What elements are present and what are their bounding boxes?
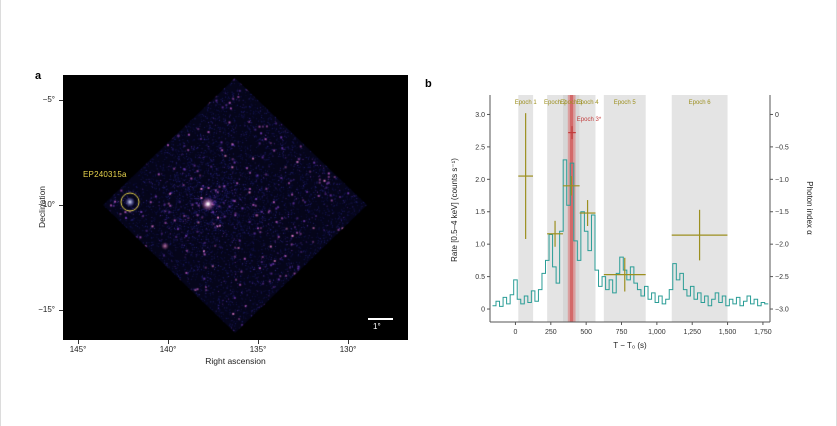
- time-tick-label: 0: [514, 329, 518, 336]
- lightcurve-line: [492, 159, 769, 307]
- photon-index-tick-label: −2.0: [775, 242, 789, 249]
- scale-bar-label: 1°: [373, 322, 381, 331]
- panel-a-x-tick-label: 140°: [159, 345, 177, 354]
- time-axis-label: T − T₀ (s): [613, 341, 647, 350]
- lightcurve-plot: Rate [0.5–4 keV] (counts s⁻¹) Photon ind…: [450, 95, 814, 350]
- photon-index-tick-label: −3.0: [775, 307, 789, 314]
- photon-index-tick-label: −1.5: [775, 209, 789, 216]
- panel-a-y-tick-mark: [59, 310, 63, 311]
- epoch-band: [671, 95, 728, 322]
- epoch-label: Epoch 3: [560, 100, 583, 106]
- panel-a-y-tick-mark: [59, 100, 63, 101]
- panel-b-letter: b: [425, 78, 432, 90]
- epoch-label: Epoch 4: [577, 100, 600, 106]
- photon-index-tick-label: 0: [775, 112, 779, 119]
- panel-a-y-tick-label: −15°: [38, 305, 55, 314]
- photon-index-tick-label: −2.5: [775, 274, 789, 281]
- panel-b: b Rate [0.5–4 keV] (counts s⁻¹) Photon i…: [425, 70, 830, 380]
- panel-a: a EP240315a 1° Declination Right ascensi…: [35, 60, 425, 390]
- xray-image-canvas: [63, 75, 408, 340]
- rate-tick-label: 0: [481, 307, 485, 314]
- epoch-label: Epoch 2: [544, 100, 567, 106]
- panel-a-x-tick-mark: [78, 340, 79, 344]
- time-tick-label: 1,750: [754, 329, 772, 336]
- epoch-label: Epoch 5: [614, 100, 637, 106]
- panel-a-x-tick-mark: [348, 340, 349, 344]
- rate-axis-label: Rate [0.5–4 keV] (counts s⁻¹): [450, 158, 459, 262]
- time-tick-label: 1,000: [648, 329, 666, 336]
- panel-a-x-tick-mark: [258, 340, 259, 344]
- epoch3-star-band-core: [569, 95, 574, 322]
- rate-tick-label: 2.0: [475, 177, 485, 184]
- epoch-band: [547, 95, 563, 322]
- rate-tick-label: 3.0: [475, 112, 485, 119]
- time-tick-label: 250: [545, 329, 557, 336]
- photon-index-tick-label: −1.0: [775, 177, 789, 184]
- photon-index-tick-label: −0.5: [775, 144, 789, 151]
- rate-tick-label: 1.0: [475, 242, 485, 249]
- epoch-label: Epoch 6: [689, 100, 712, 106]
- epoch3-star-label: Epoch 3*: [577, 117, 602, 123]
- photon-index-axis-label: Photon index α: [805, 181, 814, 235]
- panel-a-x-tick-mark: [168, 340, 169, 344]
- panel-a-x-tick-label: 135°: [249, 345, 267, 354]
- rate-tick-label: 2.5: [475, 144, 485, 151]
- time-tick-label: 750: [616, 329, 628, 336]
- source-label: EP240315a: [83, 170, 127, 179]
- rate-tick-label: 0.5: [475, 274, 485, 281]
- time-tick-label: 500: [580, 329, 592, 336]
- scale-bar: [368, 318, 393, 320]
- panel-a-y-tick-mark: [59, 205, 63, 206]
- panel-a-y-tick-label: −10°: [38, 200, 55, 209]
- epoch-label: Epoch 1: [515, 100, 538, 106]
- time-tick-label: 1,500: [719, 329, 737, 336]
- panel-a-letter: a: [35, 70, 42, 82]
- panel-a-x-tick-label: 145°: [69, 345, 87, 354]
- left-page-edge: [0, 0, 1, 426]
- panel-a-x-tick-label: 130°: [339, 345, 357, 354]
- time-tick-label: 1,250: [683, 329, 701, 336]
- panel-a-y-tick-label: −5°: [42, 95, 55, 104]
- right-ascension-axis-label: Right ascension: [205, 356, 266, 366]
- rate-tick-label: 1.5: [475, 209, 485, 216]
- xray-image-frame: EP240315a 1°: [63, 75, 408, 340]
